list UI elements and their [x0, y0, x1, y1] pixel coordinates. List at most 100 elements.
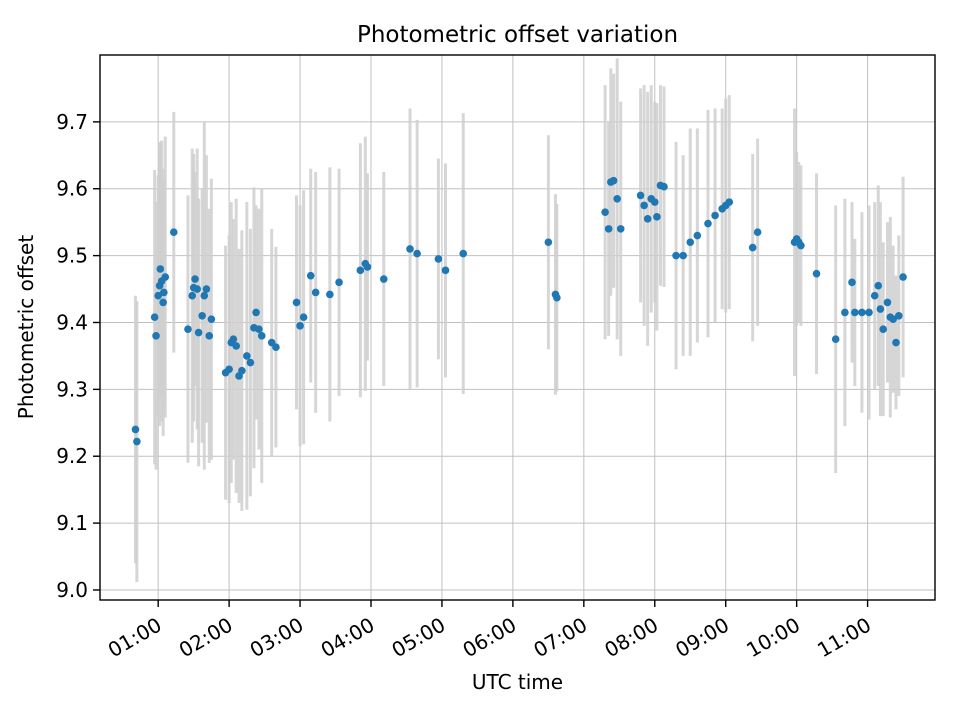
data-point [272, 343, 280, 352]
data-point [200, 291, 209, 300]
data-point [205, 332, 214, 340]
data-point [184, 325, 192, 333]
data-point [870, 291, 879, 300]
data-point [413, 249, 421, 258]
data-point [194, 328, 203, 337]
data-point [876, 305, 885, 313]
data-point [650, 198, 659, 206]
y-tick-label: 9.2 [56, 444, 88, 468]
data-point [604, 225, 613, 233]
data-point [188, 291, 197, 300]
data-point [459, 249, 468, 258]
data-point [406, 245, 414, 253]
data-point [292, 298, 301, 307]
data-point [131, 425, 140, 434]
data-point [356, 266, 365, 275]
data-point [797, 241, 805, 250]
data-point [296, 322, 304, 330]
data-point [643, 215, 652, 223]
data-point [156, 265, 165, 273]
data-point [865, 308, 873, 317]
data-point [133, 437, 141, 446]
data-point [255, 325, 263, 333]
data-point [434, 255, 443, 263]
data-point [306, 271, 315, 280]
x-tick-label: 04:00 [317, 613, 379, 663]
data-point [191, 275, 199, 283]
data-point [363, 263, 372, 271]
y-tick-label: 9.4 [56, 310, 88, 334]
data-point [883, 298, 892, 307]
data-point [154, 291, 162, 300]
data-point [238, 366, 246, 375]
x-tick-label: 02:00 [175, 613, 237, 663]
y-tick-label: 9.1 [56, 511, 88, 535]
data-point [616, 225, 625, 233]
data-point [660, 182, 668, 191]
data-point [553, 293, 561, 302]
data-point [748, 243, 757, 252]
data-point [858, 308, 866, 317]
data-point [152, 332, 160, 340]
data-point [686, 238, 695, 247]
data-point [609, 176, 618, 185]
data-point [159, 298, 167, 307]
data-point [672, 251, 680, 260]
data-point [889, 315, 897, 323]
x-tick-label: 10:00 [742, 613, 804, 663]
data-point [693, 231, 702, 240]
data-point [252, 308, 260, 317]
data-point [193, 285, 201, 293]
data-point [161, 273, 170, 281]
data-point [207, 315, 216, 323]
data-point [299, 313, 308, 321]
y-tick-label: 9.7 [56, 110, 88, 134]
x-tick-label: 05:00 [388, 613, 450, 663]
data-point [379, 275, 388, 283]
data-point [812, 269, 821, 278]
y-tick-label: 9.3 [56, 377, 88, 401]
data-point [874, 281, 883, 290]
tick-marks [93, 121, 869, 607]
x-axis-label: UTC time [471, 670, 564, 694]
data-point [613, 194, 621, 203]
data-point [892, 338, 900, 347]
data-point [653, 213, 661, 221]
data-point [848, 278, 856, 287]
data-point [246, 358, 255, 367]
data-points [131, 176, 907, 446]
data-point [851, 308, 859, 317]
data-point [725, 198, 734, 206]
x-tick-label: 07:00 [529, 613, 591, 663]
data-point [326, 290, 334, 299]
x-tick-label: 11:00 [813, 613, 875, 663]
x-tick-label: 03:00 [246, 613, 308, 663]
data-point [711, 211, 719, 220]
data-point [335, 278, 343, 287]
y-axis-label: Photometric offset [14, 234, 38, 420]
data-point [679, 251, 687, 260]
data-point [899, 273, 907, 281]
data-point [704, 219, 712, 228]
data-point [544, 238, 553, 247]
data-point [198, 311, 206, 320]
data-point [169, 228, 178, 237]
data-point [229, 335, 238, 344]
data-point [636, 191, 645, 200]
plot-frame [99, 54, 936, 601]
data-point [311, 288, 320, 297]
y-tick-label: 9.6 [56, 177, 88, 201]
data-point [879, 325, 888, 333]
data-point [232, 342, 241, 350]
y-tick-label: 9.0 [56, 578, 88, 602]
chart-title: Photometric offset variation [356, 22, 679, 48]
data-point [841, 308, 849, 317]
data-point [441, 266, 450, 275]
data-point [225, 365, 233, 374]
data-point [831, 335, 840, 344]
x-tick-label: 01:00 [104, 613, 166, 663]
data-point [243, 352, 251, 360]
data-point [202, 285, 211, 293]
